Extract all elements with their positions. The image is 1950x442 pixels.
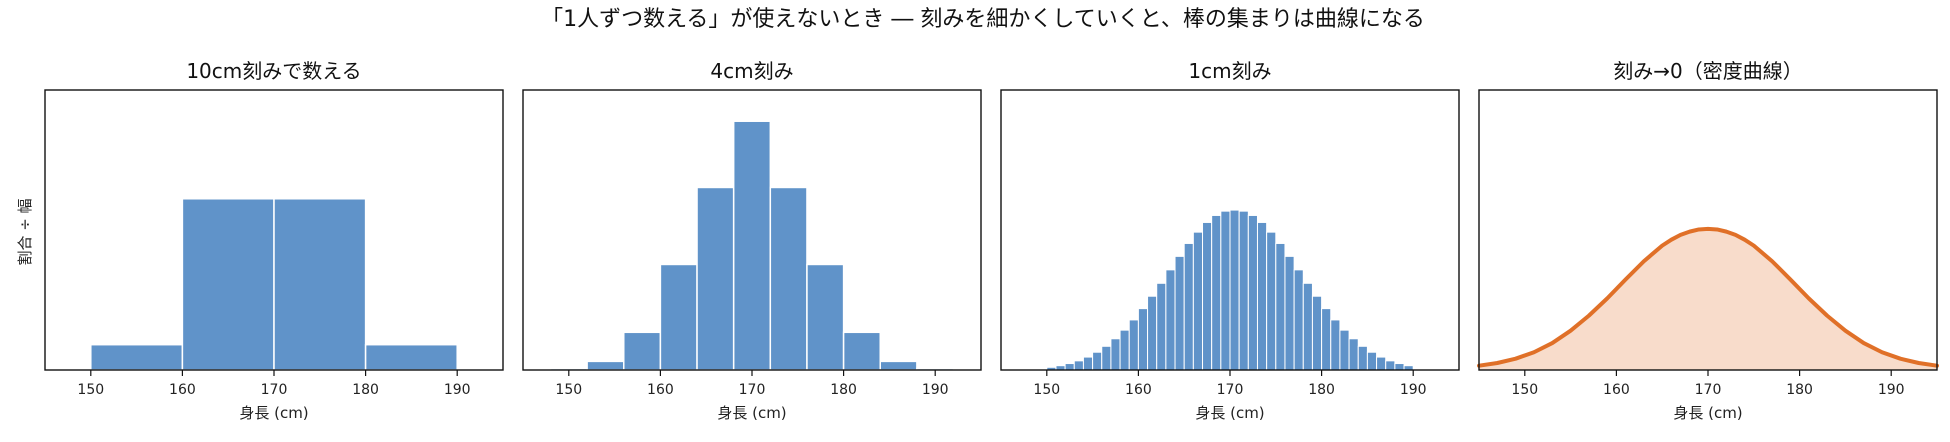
panel-3-bar: [1247, 214, 1258, 371]
panel-1-bar: [364, 343, 458, 371]
panel-4-x-tick-label: 180: [1786, 382, 1813, 398]
panel-4-title: 刻み→0（密度曲線）: [1613, 59, 1802, 83]
panel-4-density-area: [1479, 228, 1937, 370]
panel-3-bar: [1119, 329, 1130, 371]
panel-3-bar: [1385, 360, 1396, 371]
panel-2-x-tick-label: 150: [555, 382, 582, 398]
panel-2-x-tick-label: 180: [830, 382, 857, 398]
panel-1-x-tick-label: 170: [261, 382, 288, 398]
panel-3-bar: [1376, 356, 1387, 371]
panel-3-bar: [1302, 282, 1313, 371]
panel-4: 刻み→0（密度曲線） 150 160 170 180 190 身長 (cm): [1477, 59, 1939, 422]
panel-1-bar: [181, 198, 275, 371]
panel-2-bar: [842, 331, 881, 371]
panel-3-bar: [1110, 338, 1121, 371]
panel-2-x-axis-label: 身長 (cm): [717, 404, 786, 422]
panel-3-bar: [1183, 242, 1194, 371]
panel-3-bar: [1092, 351, 1103, 371]
panel-2-bar: [806, 263, 845, 371]
panel-3: 1cm刻み 150 160 170 180 190 身長 (cm): [1000, 59, 1460, 422]
shared-y-axis-label: 割合 ÷ 幅: [16, 198, 34, 265]
panel-3-bar: [1266, 231, 1277, 371]
panel-3-bar: [1366, 351, 1378, 371]
panel-2: 4cm刻み 150 160 170 180 190 身長 (cm): [522, 59, 982, 422]
panel-3-bar: [1348, 338, 1359, 371]
panel-4-x-tick-label: 160: [1603, 382, 1630, 398]
panel-3-bar: [1321, 308, 1332, 371]
panel-2-bar: [769, 186, 808, 371]
panel-3-bar: [1293, 269, 1304, 371]
panel-1-x-tick-label: 150: [77, 382, 104, 398]
panel-3-bar: [1202, 221, 1213, 371]
panel-3-bar: [1330, 319, 1341, 371]
panel-3-x-tick-label: 190: [1400, 382, 1427, 398]
panel-4-x-tick-label: 190: [1878, 382, 1905, 398]
panel-1-x-tick-label: 180: [352, 382, 379, 398]
panel-3-x-tick-label: 150: [1033, 382, 1060, 398]
panel-1-x-tick-label: 160: [169, 382, 196, 398]
panel-3-bar: [1064, 363, 1075, 371]
panel-3-bar: [1357, 345, 1368, 371]
panel-3-bar: [1165, 269, 1176, 371]
panel-3-bar: [1082, 356, 1094, 371]
panel-3-bar: [1339, 329, 1350, 371]
panel-3-bar: [1275, 242, 1286, 371]
panel-3-bar: [1211, 214, 1222, 371]
panel-3-bar: [1284, 255, 1295, 371]
panel-3-x-tick-label: 180: [1308, 382, 1335, 398]
panel-2-bar: [586, 360, 625, 371]
panel-1-bar: [273, 198, 367, 371]
panel-3-bar: [1137, 308, 1149, 371]
panel-3-bar: [1238, 210, 1249, 371]
panel-3-bar: [1311, 295, 1323, 371]
panel-1-title: 10cm刻みで数える: [186, 59, 361, 83]
panel-3-bar: [1073, 360, 1084, 371]
panel-2-bar: [879, 360, 918, 371]
figure-title: 「1人ずつ数える」が使えないとき ― 刻みを細かくしていくと、棒の集まりは曲線に…: [541, 7, 1425, 32]
panel-3-bar: [1174, 255, 1185, 371]
panel-3-bar: [1394, 363, 1405, 371]
panel-3-bar: [1229, 209, 1240, 371]
panel-2-bar: [696, 186, 735, 371]
panel-1: 10cm刻みで数える 150 160 170 180 190 身長 (cm): [44, 59, 504, 422]
panel-3-bar: [1128, 319, 1139, 371]
panel-2-x-tick-label: 190: [922, 382, 949, 398]
panel-3-bar: [1256, 221, 1268, 371]
panel-1-x-axis-label: 身長 (cm): [239, 404, 308, 422]
panel-3-bar: [1101, 345, 1112, 371]
panel-3-bar: [1156, 282, 1167, 371]
panel-4-x-tick-label: 170: [1695, 382, 1722, 398]
panel-2-x-tick-label: 160: [647, 382, 674, 398]
panel-3-bar: [1147, 295, 1158, 371]
panel-3-bar: [1192, 231, 1204, 371]
panel-2-bar: [659, 263, 698, 371]
panel-3-title: 1cm刻み: [1188, 59, 1271, 83]
panel-3-x-tick-label: 160: [1125, 382, 1152, 398]
panel-1-bar: [90, 343, 184, 371]
panel-4-x-axis-label: 身長 (cm): [1673, 404, 1742, 422]
panel-4-density-curve: [1477, 226, 1939, 368]
panel-3-x-tick-label: 170: [1217, 382, 1244, 398]
panel-2-bar: [732, 120, 772, 371]
panel-2-title: 4cm刻み: [710, 59, 793, 83]
panel-3-x-axis-label: 身長 (cm): [1195, 404, 1264, 422]
panel-1-x-tick-label: 190: [444, 382, 471, 398]
panel-4-x-tick-label: 150: [1511, 382, 1538, 398]
panel-2-x-tick-label: 170: [739, 382, 766, 398]
panel-3-bar: [1220, 210, 1231, 371]
panel-2-bar: [623, 331, 662, 371]
